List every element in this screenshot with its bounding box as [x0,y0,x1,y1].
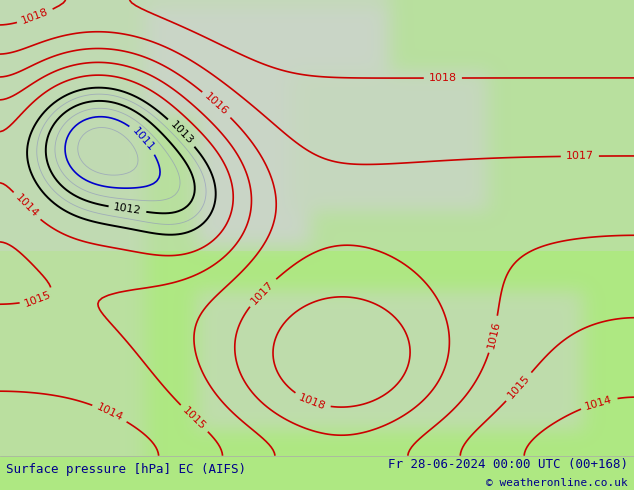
Text: 1011: 1011 [131,125,157,153]
Text: 1018: 1018 [297,392,327,412]
Text: 1012: 1012 [113,202,142,216]
Text: 1016: 1016 [486,319,501,349]
Text: 1014: 1014 [584,394,614,412]
Text: 1014: 1014 [13,193,40,220]
Text: 1015: 1015 [506,373,532,401]
Text: 1015: 1015 [23,290,53,309]
Bar [0,0,634,251]
Text: 1013: 1013 [168,119,195,146]
Text: © weatheronline.co.uk: © weatheronline.co.uk [486,478,628,488]
Text: 1017: 1017 [249,279,276,306]
Text: Fr 28-06-2024 00:00 UTC (00+168): Fr 28-06-2024 00:00 UTC (00+168) [387,458,628,471]
Text: 1017: 1017 [566,151,594,161]
Text: Surface pressure [hPa] EC (AIFS): Surface pressure [hPa] EC (AIFS) [6,463,247,476]
Text: 1018: 1018 [20,7,50,26]
Text: 1018: 1018 [429,73,457,83]
Text: 1015: 1015 [181,405,208,432]
Text: 1016: 1016 [203,91,230,118]
Text: 1014: 1014 [95,402,125,423]
